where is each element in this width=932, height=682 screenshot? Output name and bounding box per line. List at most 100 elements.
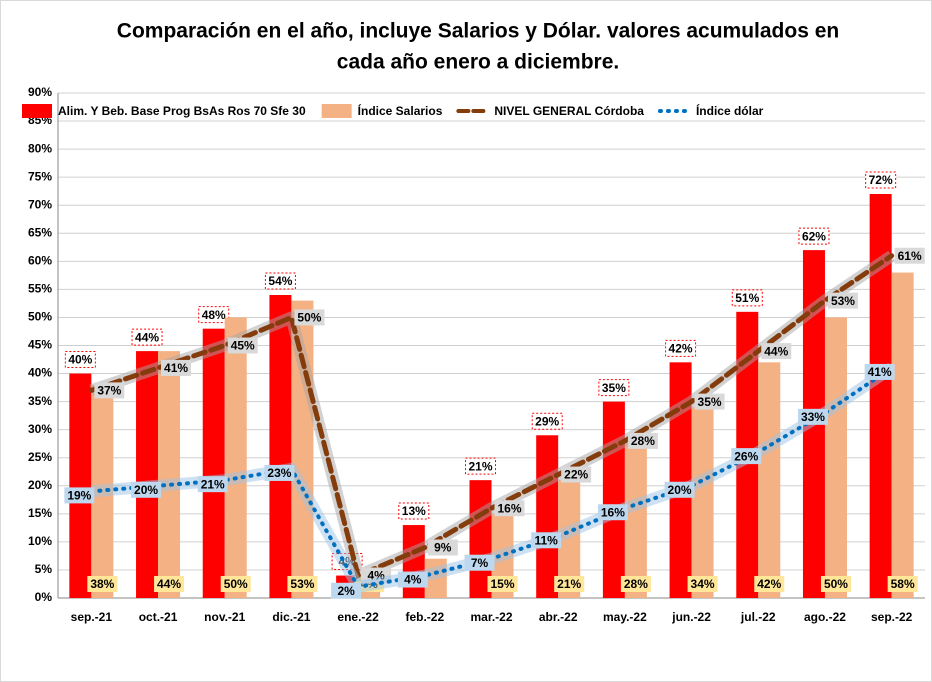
data-label: 20% [668,483,692,497]
data-label-box [64,487,95,504]
legend-swatch [321,104,352,118]
bar [269,295,292,598]
bar [691,407,714,598]
data-label: 44% [764,344,788,358]
bar [136,351,159,598]
data-label: 38% [90,577,114,591]
line [88,253,895,579]
bar [758,362,781,598]
data-label: 23% [267,466,291,480]
data-label-box [154,576,185,592]
data-label-box [331,582,362,599]
y-tick-label: 40% [28,366,52,380]
bar [158,351,181,598]
bar [602,401,625,598]
y-tick-label: 80% [28,141,52,155]
data-label-box [864,363,895,380]
bar [69,373,92,598]
x-tick-label: feb.-22 [405,610,444,624]
x-tick-label: sep.-22 [871,610,913,624]
legend-label: NIVEL GENERAL Córdoba [494,104,644,118]
data-label: 44% [157,577,181,591]
data-label: 20% [134,483,158,497]
chart-title: Comparación en el año, incluye Salarios … [117,20,839,43]
data-label-box [894,247,925,264]
y-tick-label: 0% [35,590,53,604]
bar [202,328,225,598]
data-label-box [487,576,518,592]
y-tick-label: 90% [28,85,52,99]
data-label: 19% [67,489,91,503]
data-label-box [264,272,296,290]
data-label-box [627,432,658,449]
data-label: 21% [468,459,492,473]
y-tick-label: 30% [28,422,52,436]
x-tick-label: ago.-22 [804,610,846,624]
data-label-box [531,532,562,549]
data-label-box [294,309,325,326]
legend-label: Índice Salarios [358,103,443,118]
x-tick-label: may.-22 [603,610,647,624]
data-label: 16% [601,505,625,519]
bar [891,272,914,598]
bar [869,194,892,598]
data-label-box [731,448,762,465]
data-label-box [665,339,697,357]
data-label: 34% [691,577,715,591]
data-label: 41% [868,365,892,379]
data-label-box [620,576,651,592]
x-tick-label: abr.-22 [539,610,578,624]
data-label-box [94,382,125,399]
data-label: 35% [602,381,626,395]
data-label-box [197,476,228,493]
data-label: 28% [624,577,648,591]
y-tick-label: 25% [28,450,52,464]
data-label-box [227,337,258,354]
data-label: 16% [497,501,521,515]
data-label: 44% [135,330,159,344]
data-label-box [464,554,495,571]
legend-swatch [22,104,52,118]
data-label: 62% [802,229,826,243]
data-label: 22% [564,468,588,482]
data-label: 61% [898,249,922,263]
data-label-box [664,481,695,498]
data-label: 13% [402,504,426,518]
data-label-box [827,292,858,309]
data-label-box [597,504,628,521]
legend-label: Índice dólar [696,103,764,118]
data-label: 29% [535,414,559,428]
data-label-box [87,576,118,592]
bar [624,440,647,598]
data-label-box [561,466,592,483]
data-label: 33% [801,410,825,424]
data-label-box [598,379,630,397]
data-label: 53% [290,577,314,591]
data-label-box [161,359,192,376]
data-label: 21% [557,577,581,591]
data-label: 40% [68,353,92,367]
y-tick-label: 45% [28,338,52,352]
data-label: 45% [231,339,255,353]
bar [824,317,847,598]
y-tick-label: 65% [28,225,52,239]
x-tick-label: jun.-22 [671,610,711,624]
data-label: 7% [471,556,489,570]
data-label: 48% [202,308,226,322]
data-label: 21% [201,477,225,491]
data-label: 28% [631,434,655,448]
x-tick-label: oct.-21 [139,610,178,624]
y-tick-label: 20% [28,478,52,492]
data-label: 35% [698,395,722,409]
y-tick-label: 70% [28,197,52,211]
x-tick-label: mar.-22 [470,610,512,624]
bar [224,317,247,598]
data-label-box [797,408,828,425]
bar [558,480,581,598]
data-label: 41% [164,361,188,375]
data-label-box [198,306,230,324]
x-tick-label: nov.-21 [204,610,245,624]
data-label-box [754,576,785,592]
data-label: 50% [224,577,248,591]
data-label: 37% [97,384,121,398]
